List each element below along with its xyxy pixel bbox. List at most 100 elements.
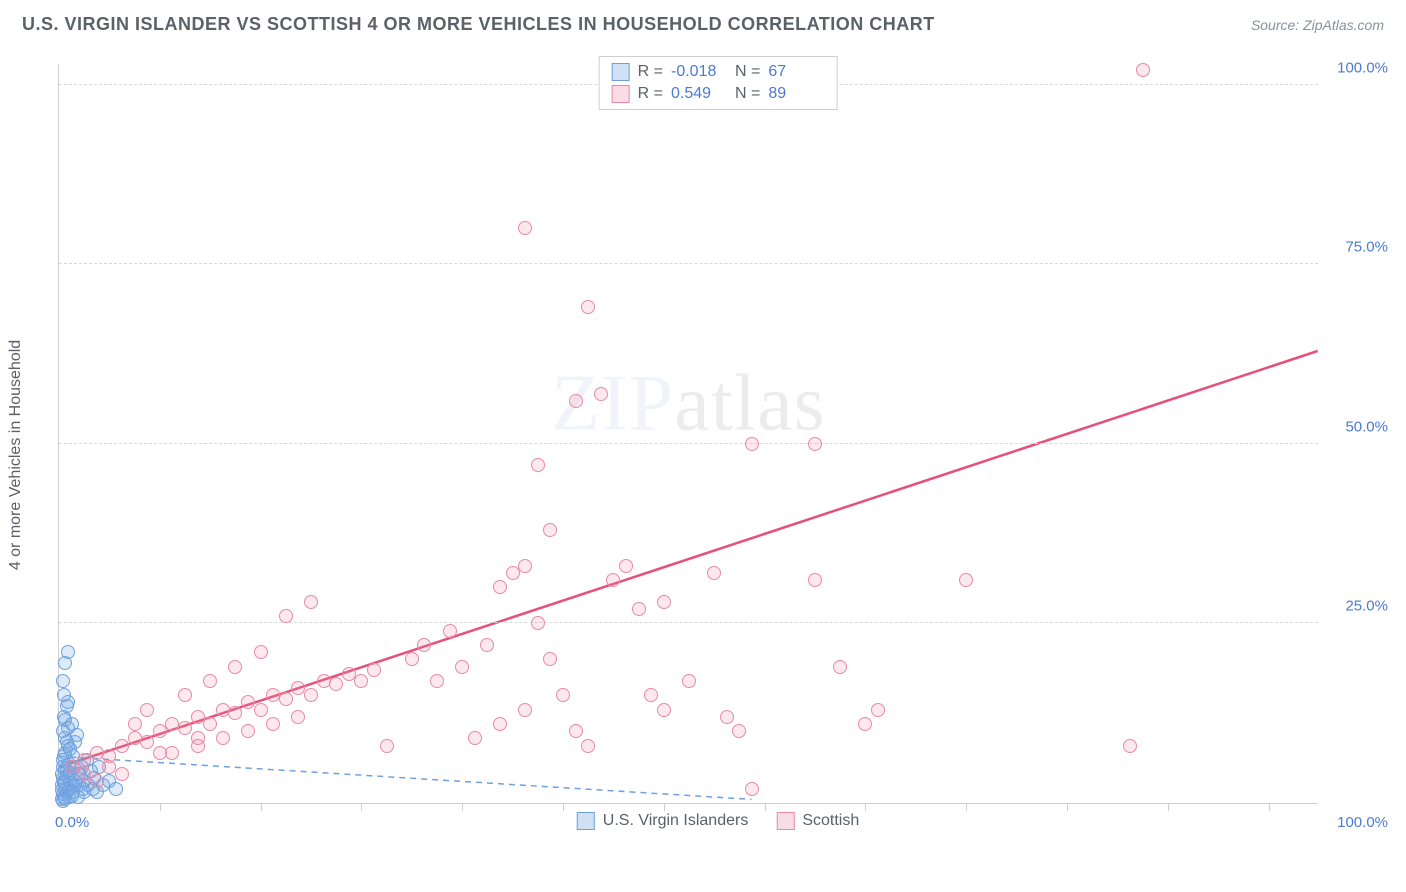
data-point: [556, 688, 570, 702]
watermark: ZIPatlas: [551, 358, 826, 449]
data-point: [657, 595, 671, 609]
data-point: [178, 688, 192, 702]
data-point: [329, 677, 343, 691]
data-point: [493, 717, 507, 731]
data-point: [254, 645, 268, 659]
x-tick: [1067, 803, 1068, 811]
data-point: [380, 739, 394, 753]
x-end-label: 100.0%: [1328, 814, 1388, 831]
series-legend: U.S. Virgin Islanders Scottish: [577, 812, 859, 830]
data-point: [228, 706, 242, 720]
gridline: [59, 443, 1318, 444]
data-point: [216, 731, 230, 745]
data-point: [959, 573, 973, 587]
data-point: [1123, 739, 1137, 753]
data-point: [63, 742, 77, 756]
data-point: [531, 616, 545, 630]
data-point: [833, 660, 847, 674]
trend-line: [59, 756, 751, 799]
x-tick: [1168, 803, 1169, 811]
data-point: [443, 624, 457, 638]
data-point: [128, 717, 142, 731]
n-label: N =: [735, 85, 760, 103]
swatch-blue-icon: [612, 63, 630, 81]
data-point: [254, 703, 268, 717]
data-point: [858, 717, 872, 731]
data-point: [153, 724, 167, 738]
data-point: [506, 566, 520, 580]
x-tick: [462, 803, 463, 811]
r-label: R =: [638, 85, 663, 103]
data-point: [569, 724, 583, 738]
data-point: [569, 394, 583, 408]
swatch-blue-icon: [577, 812, 595, 830]
x-origin-label: 0.0%: [55, 814, 89, 831]
swatch-pink-icon: [612, 85, 630, 103]
x-tick: [1269, 803, 1270, 811]
data-point: [57, 688, 71, 702]
chart-container: R = -0.018 N = 67 R = 0.549 N = 89 ZIPat…: [58, 52, 1378, 832]
data-point: [468, 731, 482, 745]
y-tick-label: 100.0%: [1328, 59, 1388, 76]
data-point: [480, 638, 494, 652]
data-point: [203, 717, 217, 731]
legend-item-blue: U.S. Virgin Islanders: [577, 812, 749, 830]
legend-row-blue: R = -0.018 N = 67: [612, 61, 825, 83]
data-point: [191, 731, 205, 745]
data-point: [90, 774, 104, 788]
r-value-blue: -0.018: [671, 63, 727, 81]
data-point: [115, 739, 129, 753]
data-point: [745, 782, 759, 796]
data-point: [115, 767, 129, 781]
y-tick-label: 75.0%: [1328, 239, 1388, 256]
data-point: [543, 523, 557, 537]
legend-item-pink: Scottish: [776, 812, 859, 830]
data-point: [543, 652, 557, 666]
data-point: [77, 753, 91, 767]
y-tick-label: 25.0%: [1328, 598, 1388, 615]
r-value-pink: 0.549: [671, 85, 727, 103]
y-axis-label: 4 or more Vehicles in Household: [7, 340, 25, 570]
gridline: [59, 622, 1318, 623]
x-tick: [966, 803, 967, 811]
data-point: [657, 703, 671, 717]
data-point: [140, 703, 154, 717]
data-point: [405, 652, 419, 666]
x-tick: [664, 803, 665, 811]
data-point: [455, 660, 469, 674]
correlation-legend: R = -0.018 N = 67 R = 0.549 N = 89: [599, 56, 838, 110]
x-tick: [865, 803, 866, 811]
plot-area: ZIPatlas 0.0% 100.0% 25.0%50.0%75.0%100.…: [58, 64, 1318, 804]
data-point: [279, 692, 293, 706]
data-point: [241, 724, 255, 738]
data-point: [518, 221, 532, 235]
gridline: [59, 263, 1318, 264]
legend-label-blue: U.S. Virgin Islanders: [603, 812, 749, 830]
data-point: [606, 573, 620, 587]
x-tick: [160, 803, 161, 811]
data-point: [140, 735, 154, 749]
data-point: [518, 703, 532, 717]
r-label: R =: [638, 63, 663, 81]
data-point: [745, 437, 759, 451]
data-point: [203, 674, 217, 688]
data-point: [518, 559, 532, 573]
legend-label-pink: Scottish: [802, 812, 859, 830]
data-point: [644, 688, 658, 702]
x-tick: [765, 803, 766, 811]
trendlines-svg: [59, 64, 1318, 803]
data-point: [77, 767, 91, 781]
data-point: [291, 710, 305, 724]
data-point: [153, 746, 167, 760]
data-point: [732, 724, 746, 738]
data-point: [493, 580, 507, 594]
legend-row-pink: R = 0.549 N = 89: [612, 83, 825, 105]
data-point: [1136, 63, 1150, 77]
data-point: [632, 602, 646, 616]
data-point: [619, 559, 633, 573]
data-point: [58, 713, 72, 727]
data-point: [581, 739, 595, 753]
data-point: [266, 717, 280, 731]
source-attribution: Source: ZipAtlas.com: [1251, 17, 1384, 33]
data-point: [531, 458, 545, 472]
